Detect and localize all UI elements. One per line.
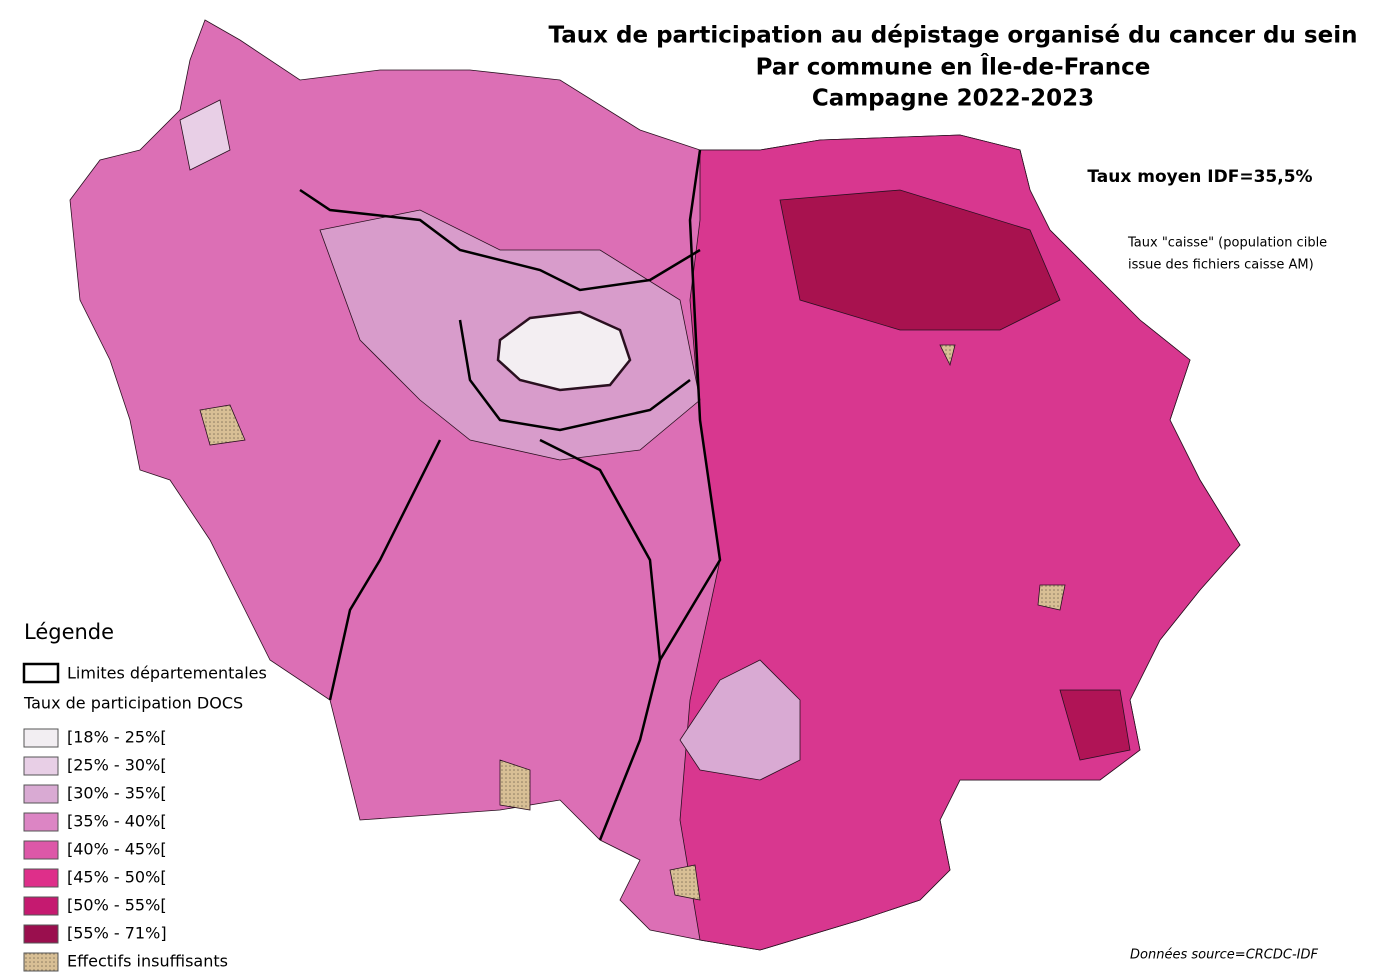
source: Données source=CRCDC-IDF	[1130, 948, 1319, 963]
light-zone	[679, 659, 801, 781]
legend-label: Limites départementales	[67, 664, 267, 683]
boundary-swatch	[22, 662, 60, 684]
legend-swatch	[23, 924, 59, 944]
legend-label: [25% - 30%[	[67, 756, 167, 775]
insufficient-swatch	[23, 952, 59, 972]
title-line: Campagne 2022-2023	[812, 86, 1094, 112]
legend-label: [50% - 55%[	[67, 896, 167, 915]
legend-title: Légende	[24, 620, 114, 644]
dark-zone	[779, 189, 1061, 331]
title-line: Par commune en Île-de-France	[756, 53, 1151, 81]
map	[69, 19, 1241, 951]
legend-swatch	[23, 756, 59, 776]
legend-label: Effectifs insuffisants	[67, 952, 228, 971]
titles: Taux de participation au dépistage organ…	[549, 23, 1358, 112]
legend-label: [40% - 45%[	[67, 840, 167, 859]
legend-swatch	[23, 840, 59, 860]
note: Taux "caisse" (population cible	[1127, 236, 1327, 251]
dark-zone	[1059, 689, 1131, 761]
legend-swatch	[23, 896, 59, 916]
legend-label: [18% - 25%[	[67, 728, 167, 747]
legend-label: [55% - 71%]	[67, 924, 167, 943]
light-zone	[179, 99, 231, 171]
legend-label: [35% - 40%[	[67, 812, 167, 831]
note: issue des fichiers caisse AM)	[1128, 258, 1314, 273]
title-line: Taux de participation au dépistage organ…	[549, 23, 1358, 49]
legend-label: [30% - 35%[	[67, 784, 167, 803]
mean-rate: Taux moyen IDF=35,5%	[1087, 167, 1312, 187]
legend: Légende Limites départementales Taux de …	[22, 620, 267, 972]
legend-subtitle: Taux de participation DOCS	[23, 694, 243, 713]
insufficient-areas	[199, 344, 1066, 901]
legend-swatch	[23, 784, 59, 804]
legend-swatch	[23, 868, 59, 888]
legend-label: [45% - 50%[	[67, 868, 167, 887]
legend-swatch	[23, 812, 59, 832]
paris	[496, 310, 632, 392]
legend-swatch	[23, 728, 59, 748]
department-limits	[299, 149, 722, 841]
